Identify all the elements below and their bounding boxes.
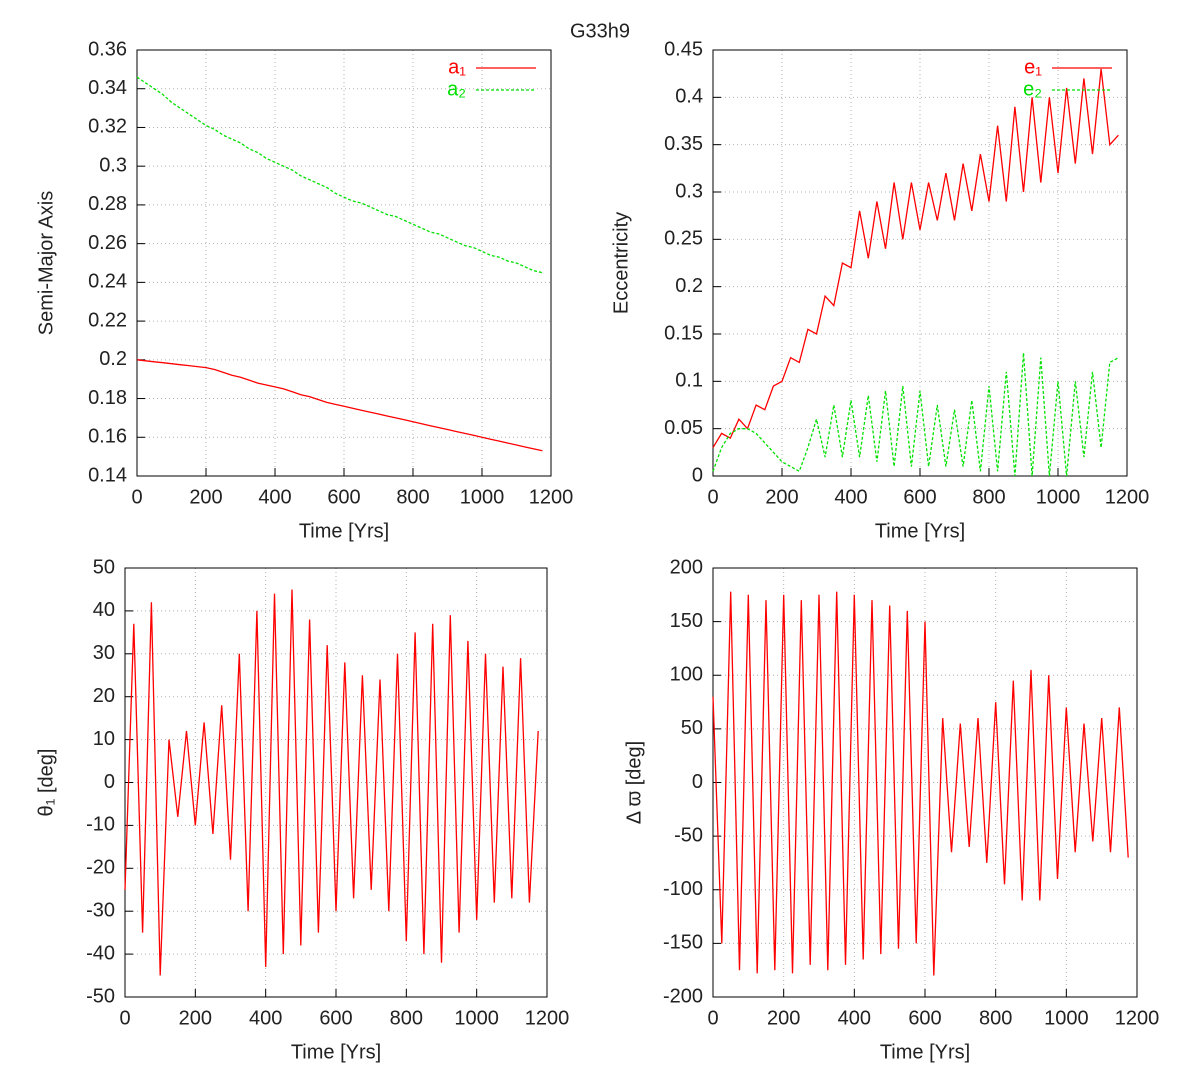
- y-tick-label: -100: [663, 878, 703, 900]
- x-tick-label: 1200: [1105, 486, 1150, 508]
- x-tick-label: 0: [707, 486, 718, 508]
- y-tick-label: 0.3: [675, 180, 703, 202]
- data-line: [712, 68, 1119, 448]
- y-tick-label: 0.28: [88, 193, 127, 215]
- y-tick-label: 200: [670, 556, 703, 578]
- y-tick-label: 0.4: [675, 86, 703, 108]
- plot-frame: [136, 49, 552, 477]
- y-tick-label: -30: [86, 899, 115, 921]
- x-axis-label: Time [Yrs]: [880, 1041, 970, 1063]
- y-tick-label: -10: [86, 814, 115, 836]
- x-tick-label: 800: [979, 1007, 1012, 1029]
- x-tick-label: 400: [834, 486, 867, 508]
- legend-label: a₁: [448, 56, 466, 78]
- x-tick-label: 200: [765, 486, 798, 508]
- x-tick-label: 1200: [529, 486, 574, 508]
- y-tick-label: 10: [93, 728, 115, 750]
- plot-frame: [124, 567, 548, 998]
- y-tick-label: 50: [93, 556, 115, 578]
- x-tick-label: 0: [131, 486, 142, 508]
- x-tick-label: 600: [319, 1007, 352, 1029]
- x-tick-label: 200: [189, 486, 222, 508]
- x-tick-label: 800: [396, 486, 429, 508]
- y-tick-label: 0.18: [88, 387, 127, 409]
- x-tick-label: 400: [838, 1007, 871, 1029]
- panel: -50 -40 -30 -20 -10 0 10 20 30 40 50 0 200 400 600 800 1…: [35, 556, 569, 1063]
- y-tick-label: 0: [692, 771, 703, 793]
- x-tick-label: 1200: [1115, 1007, 1160, 1029]
- y-tick-label: 0.3: [99, 154, 127, 176]
- y-axis-label: Semi-Major Axis: [35, 191, 57, 335]
- legend-label: e₂: [1023, 78, 1042, 100]
- data-line: [712, 352, 1119, 477]
- x-tick-label: 1000: [454, 1007, 499, 1029]
- y-tick-label: 0.32: [88, 116, 127, 138]
- y-axis-label: Δ ϖ [deg]: [623, 741, 645, 824]
- y-tick-label: 0.35: [664, 133, 703, 155]
- y-tick-label: 0.25: [664, 228, 703, 250]
- y-tick-label: -20: [86, 857, 115, 879]
- y-tick-label: 0.15: [664, 322, 703, 344]
- y-tick-label: 0.2: [675, 275, 703, 297]
- y-tick-label: 30: [93, 642, 115, 664]
- x-tick-label: 1000: [460, 486, 505, 508]
- panel: 0.14 0.16 0.18 0.2 0.22 0.24 0.26 0.28 0.3 0.32 0.…: [35, 38, 573, 542]
- x-tick-label: 200: [767, 1007, 800, 1029]
- data-line: [712, 591, 1129, 976]
- x-axis-label: Time [Yrs]: [299, 520, 389, 542]
- x-tick-label: 800: [390, 1007, 423, 1029]
- y-tick-label: -40: [86, 942, 115, 964]
- x-tick-label: 0: [119, 1007, 130, 1029]
- y-axis-label: θ₁ [deg]: [35, 749, 57, 817]
- y-tick-label: 0.34: [88, 77, 127, 99]
- panel: -200 -150 -100 -50 0 50 100 150 200 0 200 400 600 800…: [623, 556, 1159, 1063]
- x-tick-label: 0: [707, 1007, 718, 1029]
- data-line: [124, 589, 539, 976]
- x-axis-label: Time [Yrs]: [875, 520, 965, 542]
- y-tick-label: 40: [93, 599, 115, 621]
- y-tick-label: -200: [663, 985, 703, 1007]
- y-tick-label: 0.05: [664, 417, 703, 439]
- y-tick-label: 0.24: [88, 271, 127, 293]
- y-tick-label: 0.16: [88, 426, 127, 448]
- legend-label: e₁: [1024, 56, 1042, 78]
- y-tick-label: 20: [93, 685, 115, 707]
- y-tick-label: 0.1: [675, 370, 703, 392]
- y-tick-label: 0: [104, 771, 115, 793]
- y-tick-label: 100: [670, 664, 703, 686]
- y-axis-label: Eccentricity: [610, 212, 632, 314]
- plot-frame: [712, 567, 1138, 998]
- y-tick-label: 0: [692, 464, 703, 486]
- legend-label: a₂: [447, 78, 466, 100]
- y-tick-label: 0.14: [88, 464, 127, 486]
- y-tick-label: -150: [663, 932, 703, 954]
- x-tick-label: 600: [903, 486, 936, 508]
- panel: 0 0.05 0.1 0.15 0.2 0.25 0.3 0.35 0.4 0.45 0 200 400…: [610, 38, 1149, 542]
- plot-frame: [712, 49, 1128, 477]
- x-axis-label: Time [Yrs]: [291, 1041, 381, 1063]
- x-tick-label: 1000: [1036, 486, 1081, 508]
- y-tick-label: 0.36: [88, 38, 127, 60]
- y-tick-label: -50: [674, 824, 703, 846]
- x-tick-label: 1200: [525, 1007, 570, 1029]
- data-line: [136, 76, 543, 274]
- data-line: [136, 359, 543, 452]
- y-tick-label: 0.26: [88, 232, 127, 254]
- x-tick-label: 800: [972, 486, 1005, 508]
- y-tick-label: 150: [670, 610, 703, 632]
- y-tick-label: 0.22: [88, 309, 127, 331]
- x-tick-label: 400: [258, 486, 291, 508]
- y-tick-label: 0.2: [99, 348, 127, 370]
- x-tick-label: 400: [249, 1007, 282, 1029]
- x-tick-label: 600: [327, 486, 360, 508]
- y-tick-label: 50: [681, 717, 703, 739]
- x-tick-label: 600: [908, 1007, 941, 1029]
- x-tick-label: 200: [179, 1007, 212, 1029]
- page-title: G33h9: [570, 20, 630, 42]
- y-tick-label: 0.45: [664, 38, 703, 60]
- x-tick-label: 1000: [1044, 1007, 1089, 1029]
- y-tick-label: -50: [86, 985, 115, 1007]
